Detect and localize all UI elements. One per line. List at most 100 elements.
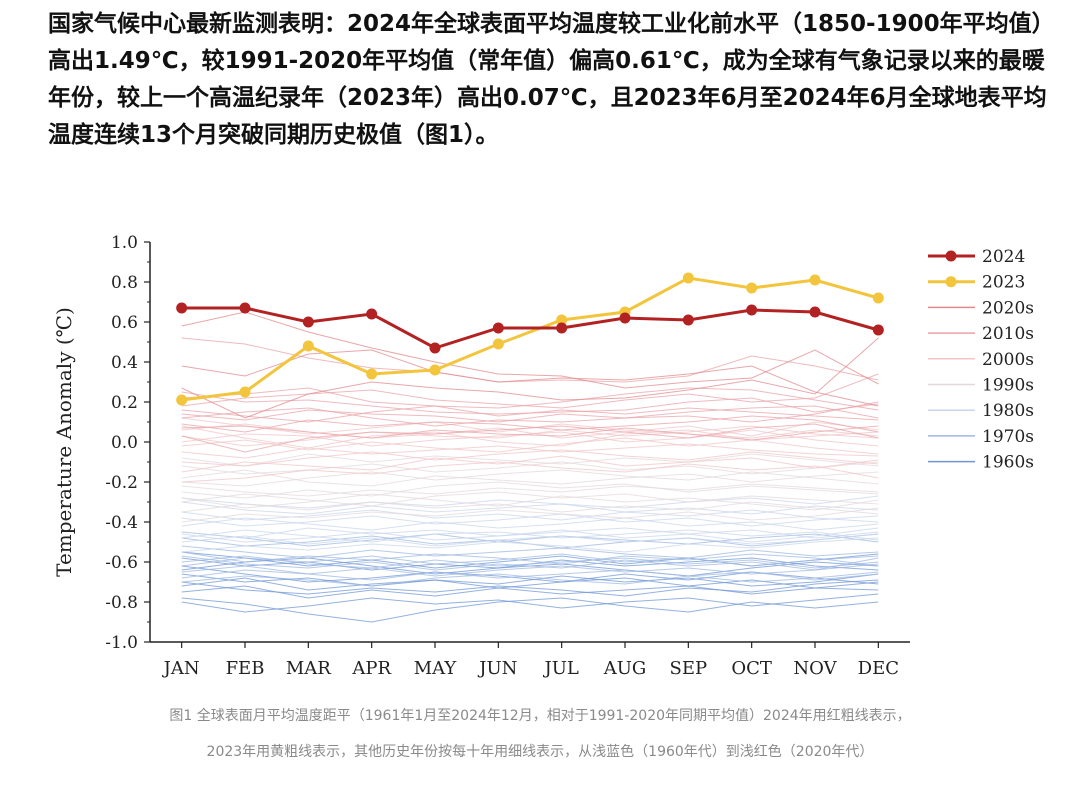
decade-line-1990s-7 bbox=[181, 453, 879, 467]
decade-line-2000s-5 bbox=[181, 437, 879, 455]
series-point-2023-FEB bbox=[239, 386, 251, 398]
series-point-2024-FEB bbox=[239, 302, 251, 314]
x-tick-label-OCT: OCT bbox=[731, 658, 772, 679]
decade-line-1980s-9 bbox=[181, 527, 879, 543]
decade-line-1990s-8 bbox=[181, 507, 879, 523]
decade-line-1980s-5 bbox=[181, 537, 879, 553]
decade-line-2000s-6 bbox=[181, 455, 879, 473]
decade-line-2000s-7 bbox=[181, 429, 879, 447]
x-tick-label-MAY: MAY bbox=[414, 658, 458, 679]
decade-line-1980s-3 bbox=[181, 533, 879, 547]
y-tick-label: 0.8 bbox=[111, 273, 138, 293]
series-line-2023 bbox=[181, 276, 879, 402]
decade-line-2020s-2 bbox=[181, 337, 879, 419]
temperature-anomaly-chart: 1.0 0.8 0.6 0.4 0.2 0.0 -0.2 -0.4 -0.6 -0.8 -1.0 JA… bbox=[52, 233, 1034, 679]
x-tick-label-FEB: FEB bbox=[226, 658, 265, 679]
decade-lines bbox=[181, 311, 879, 623]
decade-line-1960s-1 bbox=[181, 581, 879, 599]
decade-line-2010s-7 bbox=[181, 423, 879, 453]
decade-line-2020s-0 bbox=[181, 311, 879, 389]
legend-label-2010s: 2010s bbox=[982, 324, 1034, 344]
decade-line-1980s-1 bbox=[181, 527, 879, 539]
series-point-2024-JAN bbox=[176, 302, 188, 314]
x-tick-label-JUN: JUN bbox=[477, 658, 517, 679]
decade-line-1980s-7 bbox=[181, 529, 879, 543]
x-tick-label-APR: APR bbox=[351, 658, 391, 679]
decade-line-1980s-2 bbox=[181, 501, 879, 515]
decade-line-1970s-4 bbox=[181, 551, 879, 567]
series-point-2023-APR bbox=[366, 368, 378, 380]
series-point-2023-MAR bbox=[302, 340, 314, 352]
legend-label-1960s: 1960s bbox=[982, 453, 1034, 473]
decade-line-2010s-6 bbox=[181, 401, 879, 427]
decade-line-1960s-0 bbox=[181, 573, 879, 587]
legend-marker-2023 bbox=[945, 276, 957, 288]
x-tick-label-AUG: AUG bbox=[603, 658, 647, 679]
series-point-2023-JUN bbox=[492, 338, 504, 350]
y-tick-label: -0.2 bbox=[105, 473, 138, 493]
legend-label-1990s: 1990s bbox=[982, 376, 1034, 396]
y-tick-label: 1.0 bbox=[111, 233, 138, 253]
decade-line-1980s-6 bbox=[181, 509, 879, 523]
legend-label-1970s: 1970s bbox=[982, 427, 1034, 447]
decade-line-2000s-8 bbox=[181, 461, 879, 483]
y-tick-label: 0.0 bbox=[111, 433, 138, 453]
series-point-2024-MAR bbox=[302, 316, 314, 328]
y-tick-label: -0.6 bbox=[105, 553, 138, 573]
decade-line-2000s-9 bbox=[181, 425, 879, 449]
y-tick-label: -0.4 bbox=[105, 513, 138, 533]
decade-line-1970s-5 bbox=[181, 571, 879, 587]
y-axis-title: Temperature Anomaly (℃) bbox=[52, 307, 76, 577]
legend-marker-2024 bbox=[945, 250, 957, 262]
legend-label-1980s: 1980s bbox=[982, 401, 1034, 421]
decade-line-2010s-0 bbox=[181, 337, 879, 383]
legend: 2024 2023 2020s 2010s 2000s 1990s 1980s 1970s 19… bbox=[928, 247, 1034, 473]
series-point-2024-OCT bbox=[746, 304, 758, 316]
decade-line-1990s-4 bbox=[181, 501, 879, 515]
series-point-2024-JUN bbox=[492, 322, 504, 334]
x-tick-label-JAN: JAN bbox=[162, 658, 200, 679]
decade-line-1980s-0 bbox=[181, 513, 879, 527]
y-tick-label: -1.0 bbox=[105, 633, 138, 653]
y-tick-label: 0.6 bbox=[111, 313, 138, 333]
legend-label-2000s: 2000s bbox=[982, 350, 1034, 370]
series-point-2023-JAN bbox=[176, 394, 188, 406]
decade-line-2010s-2 bbox=[181, 405, 879, 423]
decade-line-1970s-0 bbox=[181, 545, 879, 559]
decade-line-1970s-6 bbox=[181, 531, 879, 547]
decade-line-1960s-4 bbox=[181, 579, 879, 597]
legend-label-2023: 2023 bbox=[982, 273, 1025, 293]
decade-line-2000s-1 bbox=[181, 443, 879, 459]
series-point-2023-MAY bbox=[429, 364, 441, 376]
decade-line-1960s-3 bbox=[181, 593, 879, 613]
decade-line-2010s-8 bbox=[181, 405, 879, 423]
x-tick-label-MAR: MAR bbox=[286, 658, 331, 679]
figure-caption-line-1: 图1 全球表面月平均温度距平（1961年1月至2024年12月，相对于1991-… bbox=[169, 708, 911, 724]
series-point-2023-OCT bbox=[746, 282, 758, 294]
series-point-2023-DEC bbox=[872, 292, 884, 304]
series-point-2024-AUG bbox=[619, 312, 631, 324]
figure-caption-line-2: 2023年用黄粗线表示，其他历史年份按每十年用细线表示，从浅蓝色（1960年代）… bbox=[206, 744, 874, 760]
decade-line-1970s-1 bbox=[181, 555, 879, 569]
decade-line-1960s-6 bbox=[181, 597, 879, 623]
series-point-2023-JUL bbox=[556, 314, 568, 326]
decade-line-1990s-9 bbox=[181, 483, 879, 497]
y-tick-label: -0.8 bbox=[105, 593, 138, 613]
x-tick-label-JUL: JUL bbox=[542, 658, 578, 679]
decade-line-1980s-8 bbox=[181, 495, 879, 509]
decade-line-1990s-5 bbox=[181, 469, 879, 487]
decade-line-1990s-2 bbox=[181, 491, 879, 507]
intro-paragraph: 国家气候中心最新监测表明：2024年全球表面平均温度较工业化前水平（1850-1… bbox=[48, 11, 1047, 148]
decade-line-2010s-9 bbox=[181, 425, 879, 441]
decade-line-2010s-1 bbox=[181, 387, 879, 411]
decade-line-2010s-3 bbox=[181, 415, 879, 433]
series-point-2023-NOV bbox=[809, 274, 821, 286]
highlight-lines bbox=[176, 272, 884, 406]
series-point-2024-SEP bbox=[682, 314, 694, 326]
decade-line-2020s-1 bbox=[181, 349, 879, 407]
decade-line-1970s-8 bbox=[181, 555, 879, 571]
series-point-2024-JUL bbox=[556, 322, 568, 334]
x-tick-label-DEC: DEC bbox=[858, 658, 899, 679]
decade-line-1990s-6 bbox=[181, 493, 879, 511]
series-point-2024-MAY bbox=[429, 342, 441, 354]
